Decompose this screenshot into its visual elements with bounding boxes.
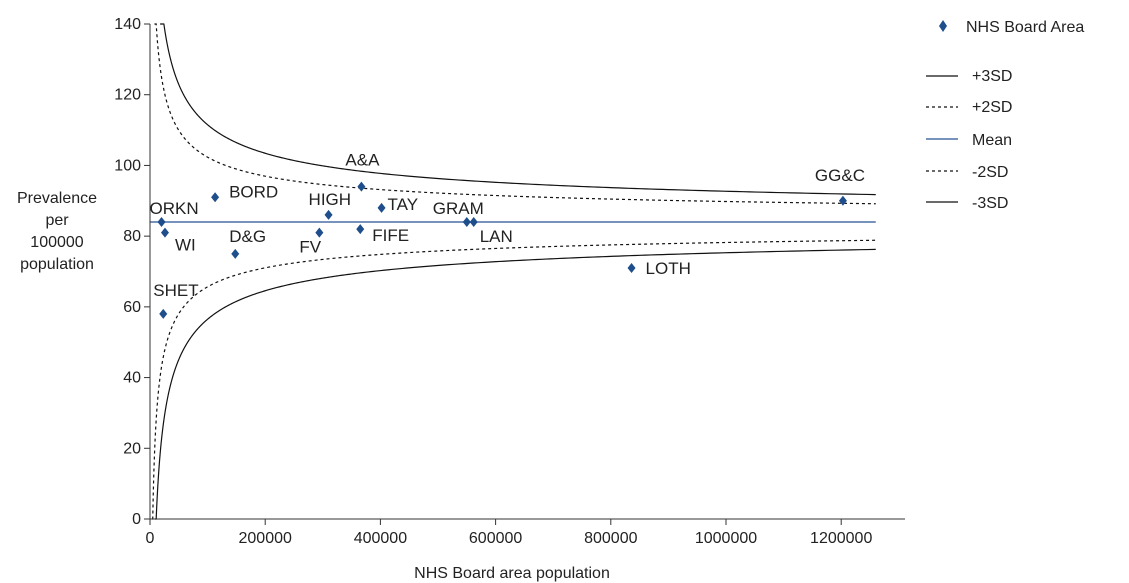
x-tick-label: 400000 [354, 530, 407, 547]
data-point-marker [324, 209, 333, 220]
data-point-label: LOTH [646, 259, 691, 278]
control-limits [150, 23, 876, 520]
data-point-marker [627, 262, 636, 273]
legend-label-nhs-board-area: NHS Board Area [966, 19, 1084, 36]
data-point-marker [357, 181, 366, 192]
legend-label-mean: Mean [972, 132, 1012, 149]
data-point-label: LAN [480, 227, 513, 246]
data-point-label: TAY [388, 195, 419, 214]
data-point-marker [377, 202, 386, 213]
data-point-label: WI [175, 236, 196, 255]
x-tick-label: 0 [146, 530, 155, 547]
data-points: ORKN WI SHET BORD D&G FV HIGH A&A FIFE TAY GRAM LAN… [150, 151, 865, 319]
x-tick-label: 800000 [584, 530, 637, 547]
y-axis-title-line-2: per [45, 212, 69, 229]
data-point-label: FV [299, 238, 321, 257]
limit-line-minus2sd [152, 239, 876, 520]
data-point-marker [231, 248, 240, 259]
x-tick-label: 200000 [239, 530, 292, 547]
limit-line-minus3sd [154, 248, 876, 520]
legend-label-plus2sd: +2SD [972, 99, 1012, 116]
y-tick-label: 20 [123, 440, 141, 457]
data-point-marker [838, 195, 847, 206]
data-point-label: GRAM [433, 199, 484, 218]
y-axis-title-line-4: population [20, 256, 94, 273]
data-point-label: FIFE [372, 226, 409, 245]
data-point-marker [211, 192, 220, 203]
x-axis-title: NHS Board area population [414, 565, 610, 582]
y-axis-title-line-1: Prevalence [17, 190, 97, 207]
data-point-label: BORD [229, 182, 278, 201]
data-point-marker [160, 227, 169, 238]
data-point-marker [356, 224, 365, 235]
axis-titles: NHS Board area population Prevalence per… [17, 190, 610, 582]
data-point-label: ORKN [150, 199, 199, 218]
data-point-marker [315, 227, 324, 238]
y-axis-title-line-3: 100000 [30, 234, 83, 251]
y-tick-label: 60 [123, 299, 141, 316]
y-tick-label: 120 [114, 87, 141, 104]
legend-marker-diamond [939, 20, 947, 32]
data-point-marker [157, 217, 166, 227]
data-point-label: D&G [229, 227, 266, 246]
axes [149, 24, 905, 520]
data-point-label: HIGH [309, 190, 352, 209]
data-point-marker [462, 217, 471, 227]
y-tick-label: 140 [114, 16, 141, 33]
data-point-marker [159, 308, 168, 319]
data-point-label: GG&C [815, 166, 865, 185]
x-tick-label: 600000 [469, 530, 522, 547]
legend-label-plus3sd: +3SD [972, 68, 1012, 85]
legend-label-minus3sd: -3SD [972, 195, 1008, 212]
ticks: 0 200000 400000 600000 800000 1000000 1200000 0… [114, 16, 872, 547]
data-point-label: A&A [345, 151, 380, 170]
data-point-label: SHET [153, 281, 198, 300]
data-point-marker [469, 217, 478, 227]
y-tick-label: 80 [123, 228, 141, 245]
limit-line-plus2sd [154, 23, 876, 205]
y-tick-label: 0 [132, 511, 141, 528]
y-tick-label: 40 [123, 370, 141, 387]
limit-line-plus3sd [160, 23, 876, 196]
x-tick-label: 1200000 [810, 530, 872, 547]
x-tick-label: 1000000 [695, 530, 757, 547]
legend: NHS Board Area +3SD +2SD Mean -2SD -3SD [926, 19, 1084, 212]
y-tick-label: 100 [114, 157, 141, 174]
legend-label-minus2sd: -2SD [972, 164, 1008, 181]
